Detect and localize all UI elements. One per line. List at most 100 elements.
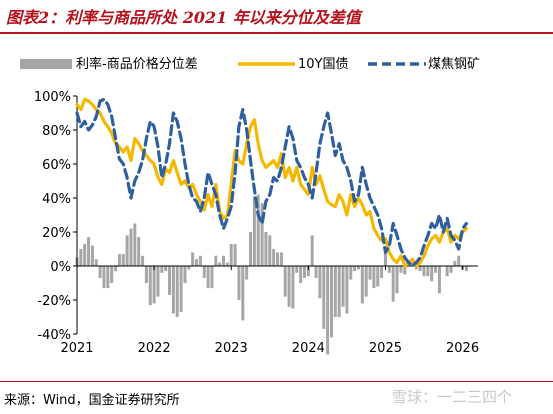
- spread-bar: [110, 266, 114, 283]
- treasury-10y-line: [75, 97, 468, 268]
- spread-bar: [295, 266, 299, 273]
- spread-bar: [117, 254, 121, 266]
- spread-bar: [329, 266, 333, 338]
- spread-bar: [260, 203, 264, 266]
- spread-bar: [445, 266, 449, 277]
- spread-bar: [222, 255, 226, 266]
- footer-divider: [0, 381, 553, 382]
- spread-bar: [83, 243, 87, 266]
- spread-bar: [349, 266, 353, 280]
- y-tick-label: 80%: [42, 124, 71, 139]
- spread-bar: [129, 228, 133, 266]
- spread-bar: [341, 266, 345, 307]
- spread-bar: [399, 266, 403, 273]
- spread-bar: [148, 266, 152, 306]
- spread-bar: [114, 266, 118, 272]
- spread-bar: [210, 266, 214, 289]
- spread-bar: [368, 266, 372, 280]
- spread-bar: [191, 252, 195, 266]
- spread-bar: [171, 266, 175, 314]
- spread-bar: [225, 262, 229, 266]
- spread-bar: [187, 266, 191, 270]
- spread-bar: [98, 266, 102, 278]
- spread-bar: [291, 266, 295, 309]
- spread-bar: [202, 266, 206, 278]
- y-tick-label: 40%: [42, 192, 71, 207]
- x-tick-label: 2024: [292, 341, 325, 356]
- spread-bar: [318, 266, 322, 299]
- spread-bar: [426, 266, 430, 277]
- spread-bar: [87, 237, 91, 266]
- spread-bar: [198, 255, 202, 266]
- spread-bar: [364, 266, 368, 297]
- spread-bar: [218, 262, 222, 266]
- spread-bar: [79, 249, 83, 266]
- spread-bar: [272, 249, 276, 266]
- spread-bar: [168, 266, 172, 295]
- spread-bar: [94, 259, 98, 266]
- spread-bar: [464, 266, 468, 272]
- spread-bar: [183, 266, 187, 283]
- spread-bar: [333, 266, 337, 317]
- x-tick-label: 2026: [446, 341, 479, 356]
- spread-bar: [287, 266, 291, 307]
- spread-bar: [422, 266, 426, 277]
- spread-bar: [302, 266, 306, 278]
- spread-bar: [299, 266, 303, 283]
- spread-bar: [395, 266, 399, 294]
- spread-bar: [403, 266, 407, 275]
- spread-bar: [376, 266, 380, 287]
- spread-bar: [283, 266, 287, 297]
- spread-bar: [121, 254, 125, 266]
- spread-bar: [214, 255, 218, 266]
- title-divider: [0, 32, 553, 34]
- legend-label-coking: 煤焦钢矿: [428, 57, 480, 72]
- spread-bar: [372, 266, 376, 289]
- y-tick-label: -40%: [37, 328, 71, 343]
- spread-bar: [264, 232, 268, 266]
- spread-bar: [310, 235, 314, 266]
- coking-coal-steel-ore-line: [75, 97, 468, 268]
- spread-bar: [276, 252, 279, 266]
- spread-bar: [268, 235, 272, 266]
- spread-bar: [252, 196, 256, 266]
- spread-bar: [414, 266, 418, 270]
- spread-bar: [160, 266, 164, 273]
- spread-bar: [195, 259, 199, 266]
- spread-bar: [430, 266, 434, 282]
- spread-bar: [206, 266, 210, 289]
- spread-bar: [141, 255, 145, 266]
- spread-bar: [360, 266, 364, 304]
- watermark: 雪球：一二三四个: [392, 388, 513, 406]
- spread-bar: [137, 237, 141, 266]
- spread-bar: [356, 266, 360, 270]
- spread-bar: [249, 232, 253, 266]
- source-note: 来源：Wind，国金证券研究所: [4, 393, 180, 408]
- spread-bar: [314, 266, 318, 278]
- legend-label-spread: 利率-商品价格分位差: [76, 56, 198, 72]
- x-tick-label: 2021: [60, 341, 93, 356]
- spread-bar: [437, 266, 441, 294]
- spread-bar: [106, 266, 110, 289]
- spread-bar: [241, 266, 245, 321]
- spread-bar: [175, 266, 179, 317]
- x-tick-label: 2022: [138, 341, 171, 356]
- spread-bar: [453, 260, 457, 266]
- spread-bar: [306, 266, 310, 277]
- spread-bar: [229, 243, 233, 266]
- legend-label-yield: 10Y国债: [298, 57, 348, 72]
- spread-bar: [156, 266, 160, 297]
- spread-bar: [449, 266, 453, 273]
- y-tick-label: 0%: [50, 260, 71, 275]
- spread-bar: [434, 266, 438, 273]
- legend-swatch-spread: [20, 59, 72, 69]
- chart: 利率-商品价格分位差 10Y国债 煤焦钢矿 100% 80% 60% 40% 20% 0%…: [20, 56, 480, 356]
- spread-bar: [418, 266, 422, 272]
- plot-area: 100% 80% 60% 40% 20% 0% -20% -40%2021 2022 2023 20…: [34, 90, 479, 356]
- y-tick-label: 20%: [42, 226, 71, 241]
- legend: 利率-商品价格分位差 10Y国债 煤焦钢矿: [20, 56, 480, 72]
- spread-bar: [326, 266, 330, 355]
- spread-bar: [237, 266, 241, 300]
- x-tick-label: 2023: [215, 341, 248, 356]
- spread-bar: [387, 266, 391, 273]
